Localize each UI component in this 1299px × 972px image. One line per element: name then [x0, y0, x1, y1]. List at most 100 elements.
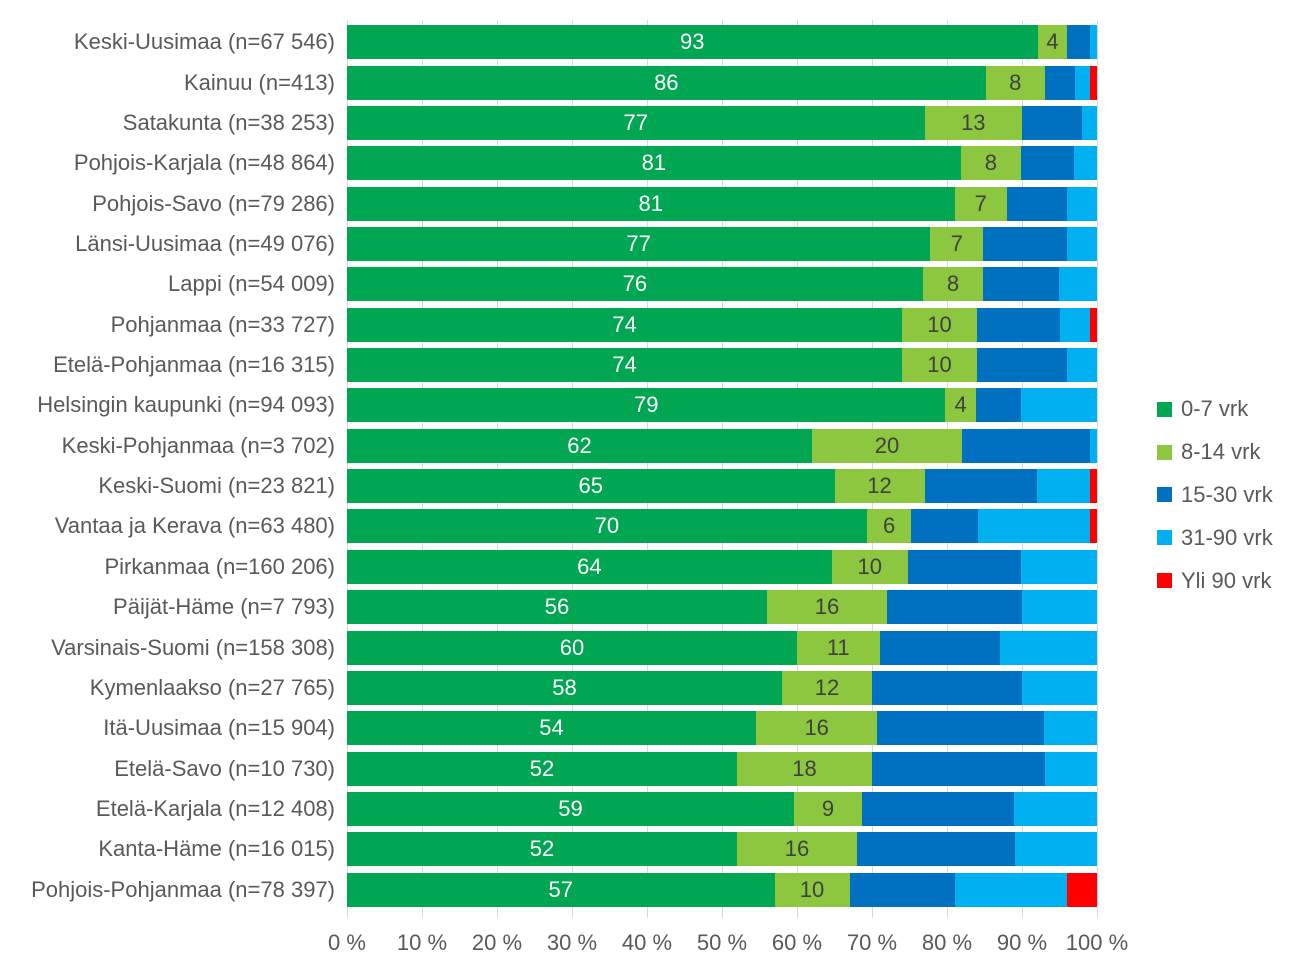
x-axis-tick-label: 60 %	[771, 930, 823, 955]
bar-segment-0-7-vrk: 77	[347, 105, 925, 140]
bar-segment-31-90-vrk	[1089, 428, 1097, 463]
x-axis-tick-label: 90 %	[996, 930, 1048, 955]
bar-segment-yli-90-vrk	[1089, 509, 1097, 544]
bar-segment-15-30-vrk	[1007, 186, 1067, 221]
bar-value-label: 8	[984, 150, 998, 176]
bar-segment-yli-90-vrk	[1067, 872, 1097, 907]
bar-segment-8-14-vrk: 6	[866, 509, 912, 544]
bar-value-label: 9	[821, 796, 835, 821]
bar-segment-8-14-vrk: 18	[737, 751, 872, 786]
legend-swatch-icon	[1157, 444, 1172, 460]
bar-value-label: 65	[578, 473, 603, 499]
bar-value-label: 10	[857, 553, 882, 579]
bar-value-label: 8	[946, 271, 960, 297]
bar-segment-0-7-vrk: 93	[347, 25, 1038, 60]
legend-label: 8-14 vrk	[1181, 439, 1261, 465]
legend-entry-15-30-vrk: 15-30 vrk	[1157, 474, 1273, 517]
chart-row: Länsi-Uusimaa (n=49 076) 77 7	[0, 224, 1299, 264]
bar-value-label: 10	[799, 876, 825, 902]
bar-segment-31-90-vrk	[954, 872, 1067, 907]
chart-row: Päijät-Häme (n=7 793) 56 16	[0, 587, 1299, 627]
bar-segment-15-30-vrk	[975, 388, 1022, 423]
category-label: Vantaa ja Kerava (n=63 480)	[54, 513, 335, 539]
bar-value-label: 4	[1046, 29, 1059, 55]
bar-track: 70 6	[347, 509, 1097, 544]
bar-track: 74 10	[347, 307, 1097, 342]
bar-segment-15-30-vrk	[962, 428, 1090, 463]
legend-entry-8-14-vrk: 8-14 vrk	[1157, 431, 1273, 474]
bar-segment-8-14-vrk: 10	[831, 549, 908, 584]
bar-segment-31-90-vrk	[1043, 711, 1097, 746]
x-axis-tick-label: 30 %	[546, 930, 598, 955]
chart-row: Kymenlaakso (n=27 765) 58 12	[0, 668, 1299, 708]
bar-segment-31-90-vrk	[1013, 792, 1097, 826]
category-label: Keski-Suomi (n=23 821)	[98, 473, 335, 499]
bar-segment-15-30-vrk	[862, 792, 1014, 826]
bar-track: 93 4	[347, 25, 1097, 60]
bar-segment-15-30-vrk	[924, 469, 1037, 504]
bar-segment-8-14-vrk: 8	[922, 267, 984, 302]
bar-segment-8-14-vrk: 4	[945, 388, 976, 423]
bar-segment-0-7-vrk: 58	[347, 670, 782, 705]
bar-segment-8-14-vrk: 11	[797, 630, 880, 665]
legend-swatch-icon	[1157, 401, 1172, 417]
bar-track: 81 7	[347, 186, 1097, 221]
bar-segment-0-7-vrk: 59	[347, 792, 794, 826]
bar-segment-0-7-vrk: 79	[347, 388, 946, 423]
bar-segment-8-14-vrk: 16	[756, 711, 878, 746]
chart-row: Pohjois-Savo (n=79 286) 81 7	[0, 183, 1299, 223]
gridline	[497, 20, 498, 918]
bar-value-label: 76	[622, 271, 648, 297]
category-label: Pohjois-Savo (n=79 286)	[92, 190, 335, 216]
bar-segment-0-7-vrk: 52	[347, 751, 737, 786]
category-label: Kanta-Häme (n=16 015)	[98, 836, 335, 862]
gridline	[1097, 20, 1098, 918]
bar-segment-15-30-vrk	[877, 711, 1044, 746]
chart-row: Helsingin kaupunki (n=94 093) 79 4	[0, 385, 1299, 425]
bar-value-label: 57	[548, 876, 573, 902]
legend-label: 0-7 vrk	[1181, 396, 1249, 422]
bar-segment-31-90-vrk	[1022, 670, 1097, 705]
bar-segment-8-14-vrk: 7	[954, 186, 1007, 221]
legend-entry-0-7-vrk: 0-7 vrk	[1157, 388, 1273, 431]
bar-track: 77 7	[347, 226, 1097, 261]
bar-track: 60 11	[347, 630, 1097, 665]
gridline	[797, 20, 798, 918]
bar-segment-8-14-vrk: 10	[902, 307, 977, 342]
chart-row: Kainuu (n=413) 86 8	[0, 62, 1299, 102]
category-label: Kymenlaakso (n=27 765)	[89, 674, 335, 700]
bar-track: 86 8	[347, 65, 1097, 100]
legend-swatch-icon	[1157, 487, 1172, 503]
bar-value-label: 86	[654, 69, 679, 95]
bar-segment-15-30-vrk	[977, 307, 1060, 342]
bar-segment-31-90-vrk	[1074, 65, 1090, 100]
category-label: Etelä-Karjala (n=12 408)	[95, 796, 335, 821]
bar-segment-0-7-vrk: 64	[347, 549, 832, 584]
bar-segment-0-7-vrk: 60	[347, 630, 797, 665]
chart-row: Itä-Uusimaa (n=15 904) 54 16	[0, 708, 1299, 748]
bar-track: 81 8	[347, 146, 1097, 181]
chart-row: Pirkanmaa (n=160 206) 64 10	[0, 547, 1299, 587]
bar-segment-0-7-vrk: 52	[347, 832, 737, 867]
bar-segment-8-14-vrk: 8	[985, 65, 1045, 100]
chart-row: Pohjanmaa (n=33 727) 74 10	[0, 305, 1299, 345]
chart-row: Pohjois-Karjala (n=48 864) 81 8	[0, 143, 1299, 183]
x-axis-tick-label: 10 %	[396, 930, 448, 955]
gridline	[422, 20, 423, 918]
category-label: Pohjois-Pohjanmaa (n=78 397)	[31, 876, 335, 902]
category-label: Länsi-Uusimaa (n=49 076)	[75, 230, 335, 256]
bar-value-label: 4	[954, 392, 967, 418]
gridline	[872, 20, 873, 918]
legend-swatch-icon	[1157, 530, 1172, 546]
bar-track: 59 9	[347, 792, 1097, 826]
bar-segment-15-30-vrk	[911, 509, 979, 544]
legend-label: 31-90 vrk	[1181, 524, 1273, 550]
bar-track: 56 16	[347, 590, 1097, 625]
bar-track: 79 4	[347, 388, 1097, 423]
chart-gridlines	[347, 20, 1098, 918]
category-label: Keski-Pohjanmaa (n=3 702)	[61, 432, 335, 458]
bar-segment-31-90-vrk	[1022, 590, 1097, 625]
bar-segment-15-30-vrk	[872, 751, 1045, 786]
bar-segment-8-14-vrk: 16	[767, 590, 887, 625]
